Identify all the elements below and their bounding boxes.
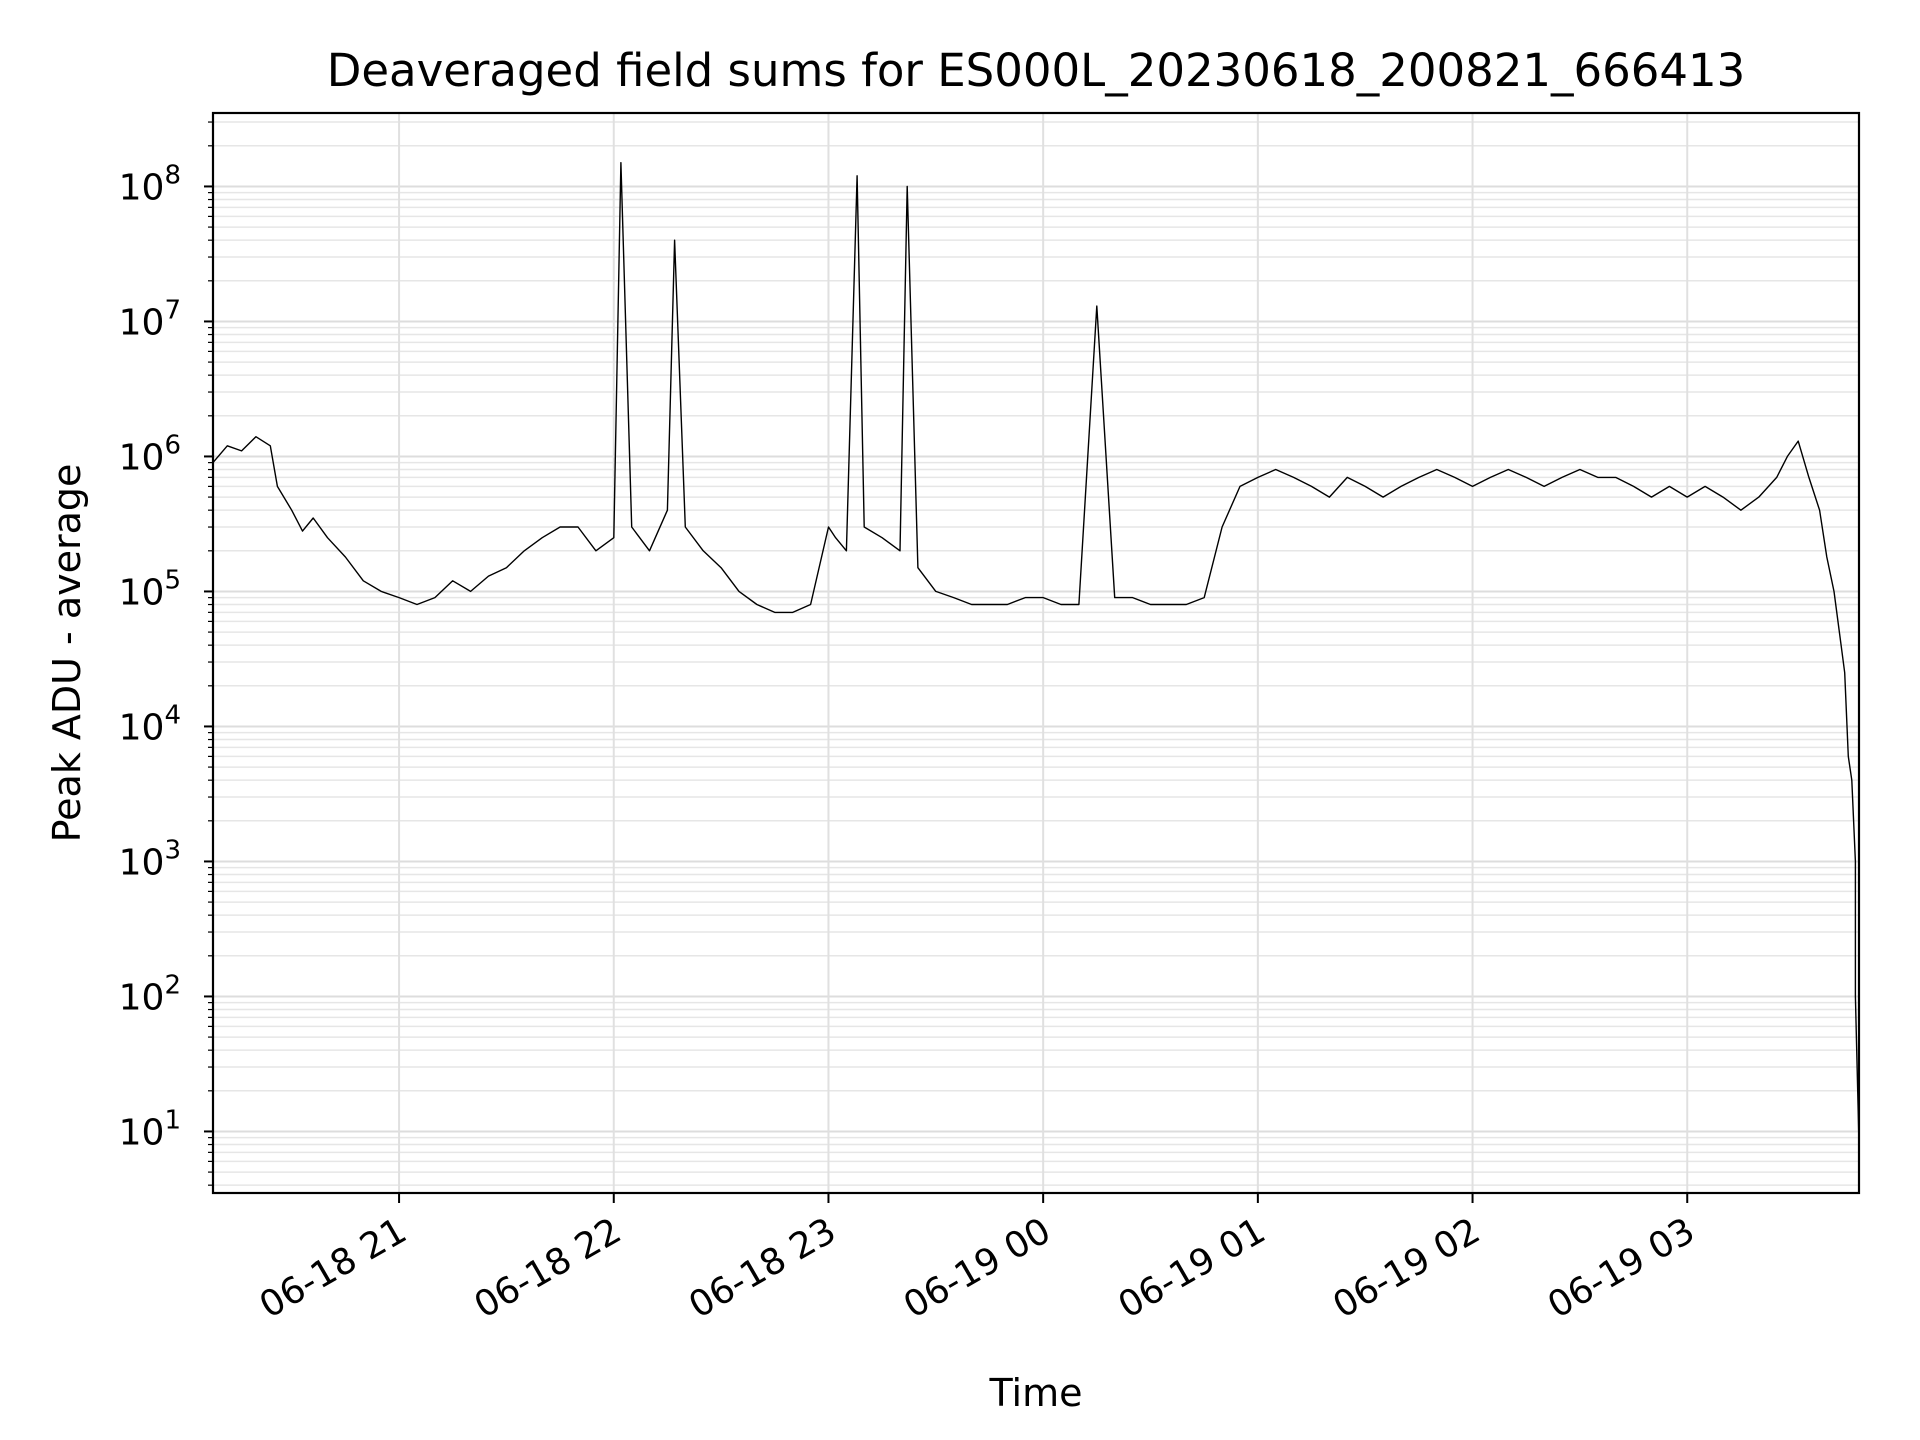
series-layer <box>212 161 1860 1145</box>
y-tick-label: 104 <box>119 700 181 748</box>
y-tick-label: 101 <box>119 1105 181 1153</box>
series-line <box>212 161 1860 1145</box>
y-tick-label: 105 <box>119 565 181 613</box>
y-tick-label: 107 <box>119 295 181 343</box>
y-axis: 101 102 103 104 105 106 107 108 <box>119 121 213 1186</box>
y-axis-title: Peak ADU - average <box>45 464 89 843</box>
y-tick-label: 108 <box>119 160 181 208</box>
y-tick-label: 106 <box>119 430 181 478</box>
plot-frame <box>211 111 1861 1195</box>
grid <box>213 113 1859 1193</box>
y-tick-label: 103 <box>119 835 181 883</box>
y-tick-label: 102 <box>119 970 181 1018</box>
x-axis-title: Time <box>989 1371 1083 1415</box>
chart-title: Deaveraged field sums for ES000L_2023061… <box>327 44 1746 97</box>
